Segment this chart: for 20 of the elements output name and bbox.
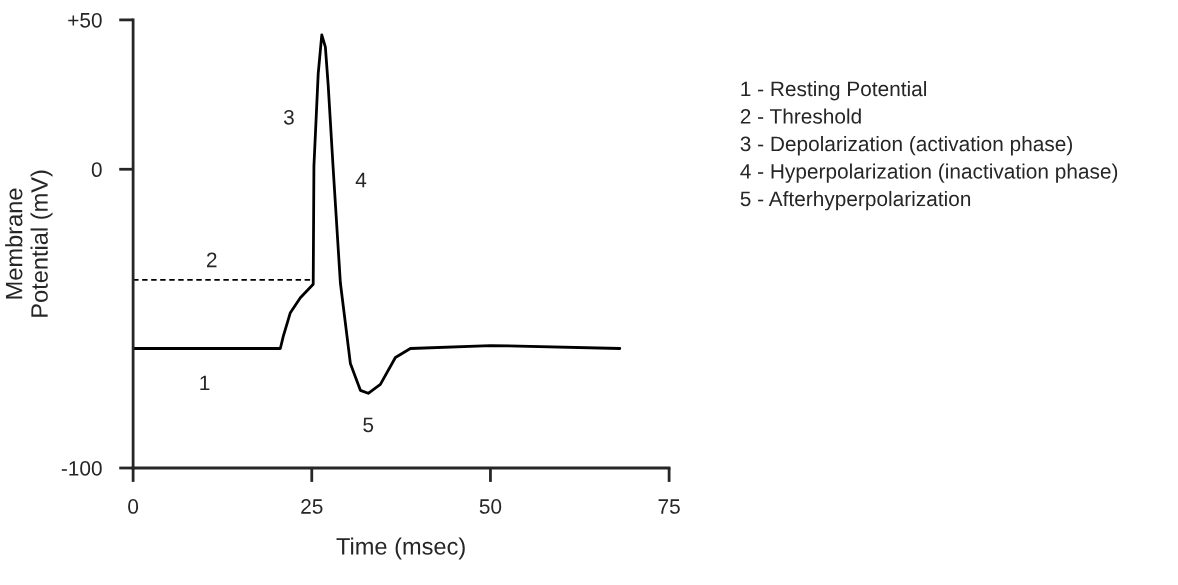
y-axis-title: Membrane Potential (mV) [5,170,53,317]
y-tick-label: +50 [68,12,102,28]
text: 3 - Depolarization (activation phase) [740,135,1072,156]
y-tick-label: 0 [91,162,102,178]
x-tick-label: 75 [658,499,680,514]
annotation: 1 [200,375,210,390]
y-tick-label: -100 [61,461,102,476]
annotation: 4 [355,172,367,188]
annotation: 5 [363,417,374,433]
x-tick-label: 0 [128,499,139,514]
x-tick-label: 25 [301,499,323,514]
annotation: 3 [283,109,294,125]
x-tick-label: 50 [479,499,502,514]
text: 1 - Resting Potential [741,80,926,101]
text: 5 - Afterhyperpolarization [740,190,971,211]
line-series [133,33,622,395]
text: 2 - Threshold [740,108,861,124]
annotation: 2 [206,252,217,268]
x-axis-title: Time (msec) [336,537,465,560]
text: 4 - Hyperpolarization (inactivation phase) [740,163,1118,183]
